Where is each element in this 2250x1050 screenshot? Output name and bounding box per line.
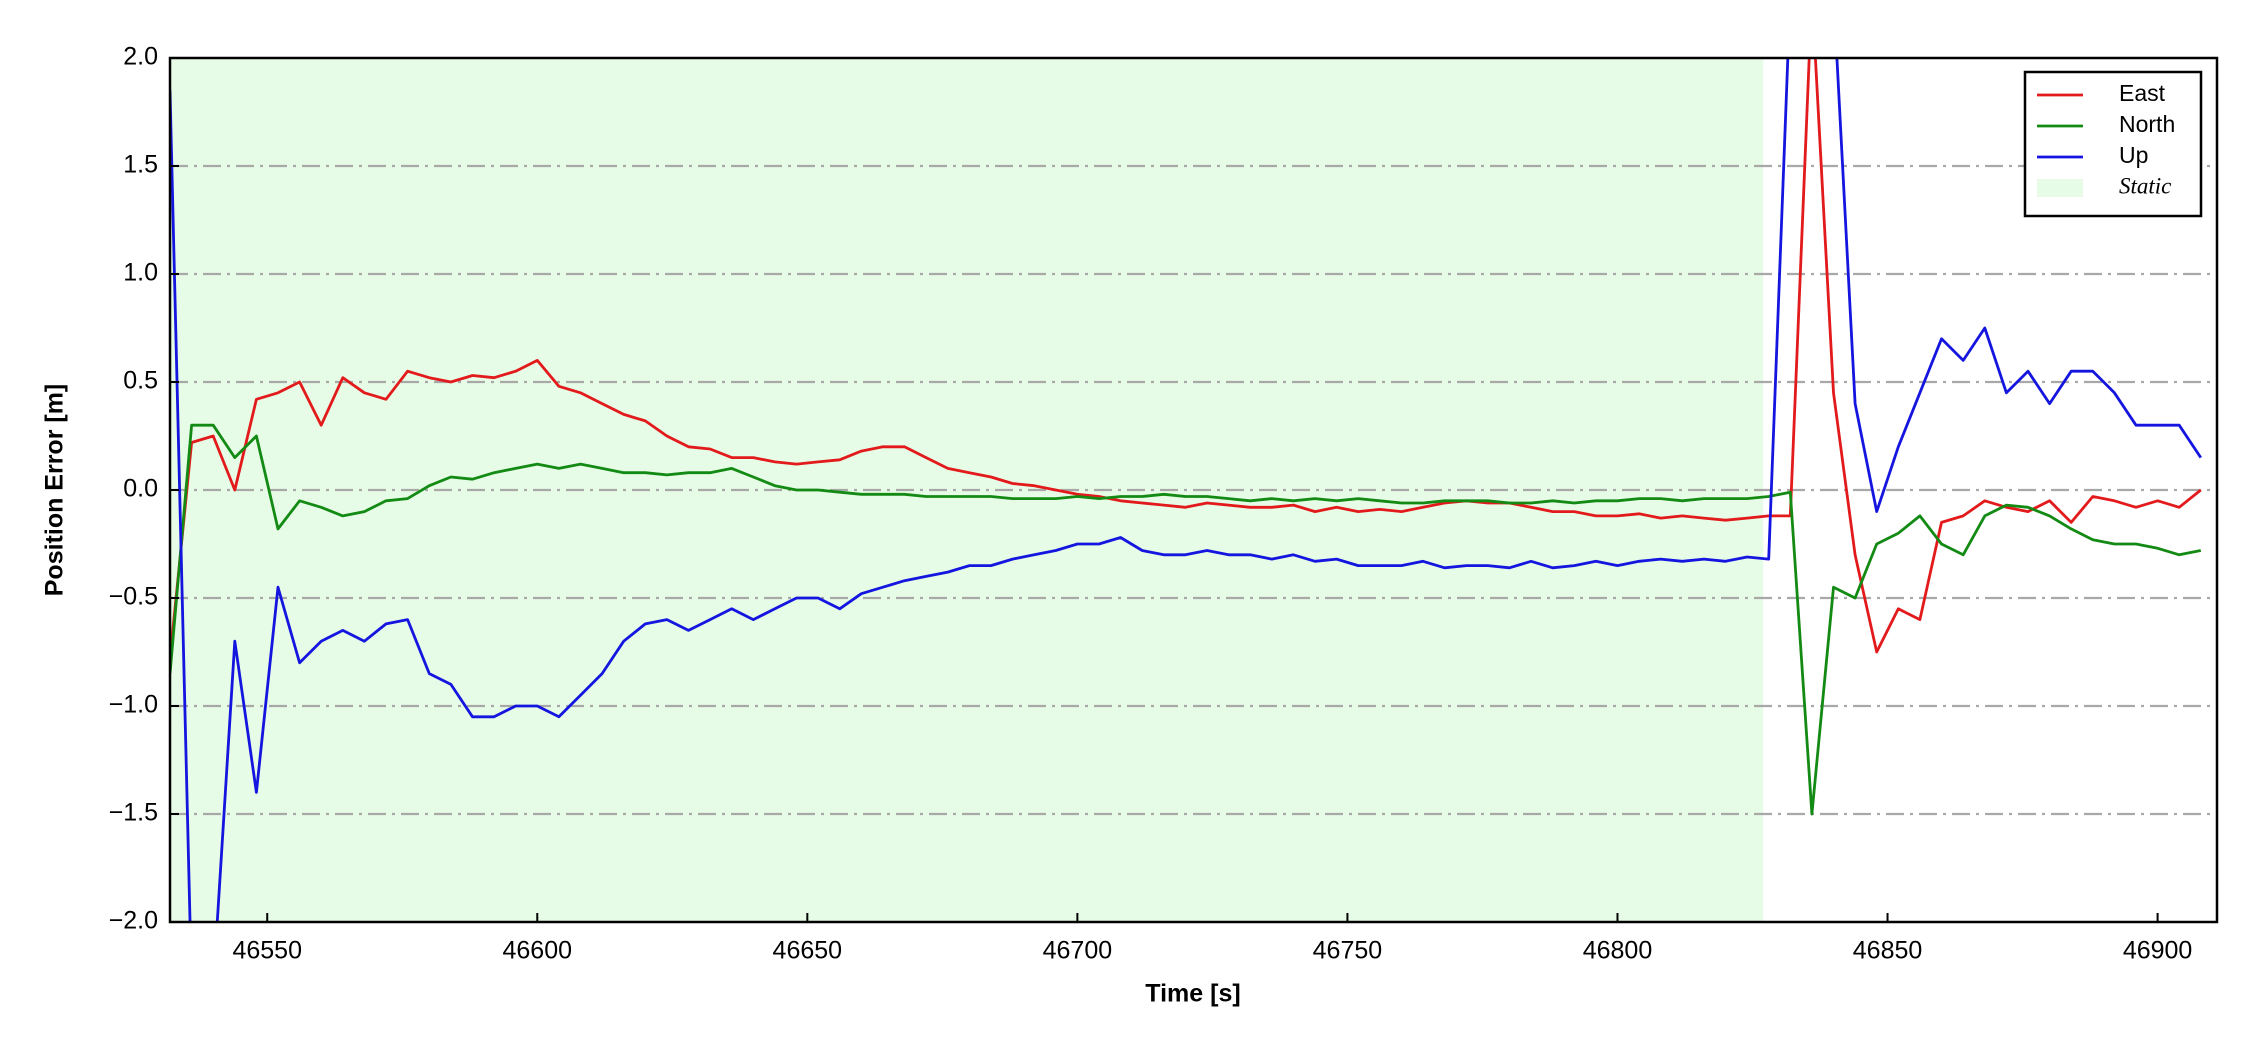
y-axis-label: Position Error [m] xyxy=(41,384,69,597)
y-tick-label: 1.5 xyxy=(123,151,158,179)
series-line xyxy=(170,423,2202,816)
y-tick-label: −0.5 xyxy=(109,583,158,611)
y-tick-label: 2.0 xyxy=(123,43,158,71)
y-tick-label: −2.0 xyxy=(109,907,158,935)
x-tick-label: 46750 xyxy=(1313,937,1383,965)
grid xyxy=(170,164,2217,816)
legend: East North Up Static xyxy=(2023,70,2203,218)
x-tick-label: 46700 xyxy=(1043,937,1113,965)
x-tick-label: 46800 xyxy=(1583,937,1653,965)
x-tick-label: 46600 xyxy=(503,937,573,965)
y-tick-label: 0.0 xyxy=(123,475,158,503)
x-axis-label: Time [s] xyxy=(1145,980,1240,1008)
y-tick-label: 1.0 xyxy=(123,259,158,287)
lines xyxy=(170,58,2202,922)
legend-label: Static xyxy=(2119,173,2171,198)
x-tick-label: 46900 xyxy=(2123,937,2193,965)
x-tick-label: 46650 xyxy=(773,937,843,965)
x-tick-label: 46850 xyxy=(1853,937,1923,965)
y-tick-label: −1.5 xyxy=(109,799,158,827)
series-line xyxy=(170,58,2202,659)
y-tick-label: −1.0 xyxy=(109,691,158,719)
axes: −2.0 −1.5 −1.0 −0.5 0.0 0.5 1.0 1.5 2.0 46550 4660… xyxy=(109,43,2193,965)
legend-label: Up xyxy=(2119,142,2148,168)
y-tick-label: 0.5 xyxy=(123,367,158,395)
legend-swatch xyxy=(2037,179,2083,197)
series-line xyxy=(170,58,2202,922)
legend-label: East xyxy=(2119,80,2166,106)
x-tick-label: 46550 xyxy=(232,937,302,965)
legend-label: North xyxy=(2119,111,2175,137)
